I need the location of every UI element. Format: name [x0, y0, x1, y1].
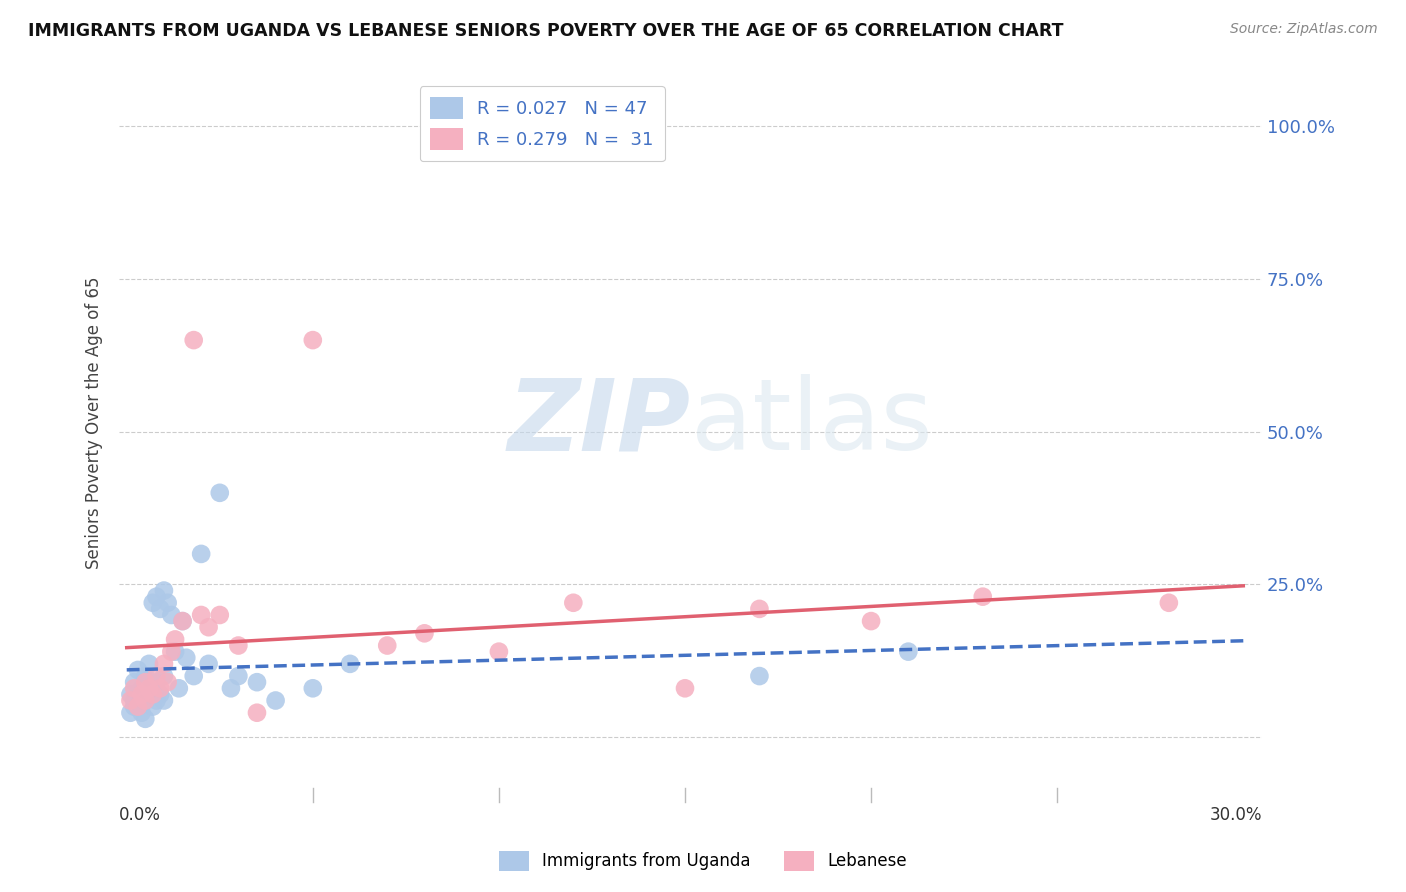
Point: [120, 687, 142, 701]
Point: [208, 607, 231, 622]
Point: [134, 693, 156, 707]
Point: [897, 645, 920, 659]
Point: [134, 693, 156, 707]
Point: [127, 699, 149, 714]
Point: [145, 590, 167, 604]
Point: [190, 607, 212, 622]
Point: [219, 681, 242, 696]
Point: [138, 675, 160, 690]
Point: [160, 645, 183, 659]
Point: [174, 650, 197, 665]
Point: [156, 675, 179, 690]
Point: [172, 614, 194, 628]
Point: [165, 645, 187, 659]
Point: [183, 669, 205, 683]
Point: [165, 632, 187, 647]
Point: [122, 693, 145, 707]
Point: [197, 620, 219, 634]
Point: [138, 657, 160, 671]
Point: [190, 547, 212, 561]
Point: [127, 687, 149, 701]
Point: [208, 485, 231, 500]
Point: [301, 681, 323, 696]
Point: [562, 596, 585, 610]
Point: [488, 645, 510, 659]
Point: [127, 699, 149, 714]
Legend: R = 0.027   N = 47, R = 0.279   N =  31: R = 0.027 N = 47, R = 0.279 N = 31: [419, 87, 665, 161]
Point: [172, 614, 194, 628]
Point: [156, 596, 179, 610]
Point: [246, 706, 269, 720]
Point: [748, 669, 770, 683]
Point: [149, 687, 172, 701]
Point: [673, 681, 696, 696]
Point: [1157, 596, 1180, 610]
Point: [972, 590, 994, 604]
Point: [120, 693, 142, 707]
Point: [339, 657, 361, 671]
Text: 0.0%: 0.0%: [120, 805, 162, 823]
Point: [142, 687, 165, 701]
Point: [131, 693, 153, 707]
Point: [167, 681, 190, 696]
Point: [134, 669, 156, 683]
Text: 30.0%: 30.0%: [1209, 805, 1263, 823]
Point: [264, 693, 287, 707]
Text: IMMIGRANTS FROM UGANDA VS LEBANESE SENIORS POVERTY OVER THE AGE OF 65 CORRELATIO: IMMIGRANTS FROM UGANDA VS LEBANESE SENIO…: [28, 22, 1063, 40]
Point: [228, 639, 250, 653]
Point: [131, 706, 153, 720]
Point: [153, 583, 176, 598]
Point: [153, 669, 176, 683]
Point: [138, 687, 160, 701]
Point: [127, 663, 149, 677]
Point: [134, 712, 156, 726]
Point: [413, 626, 436, 640]
Y-axis label: Seniors Poverty Over the Age of 65: Seniors Poverty Over the Age of 65: [86, 277, 103, 569]
Point: [122, 699, 145, 714]
Point: [122, 675, 145, 690]
Point: [228, 669, 250, 683]
Point: [197, 657, 219, 671]
Point: [131, 687, 153, 701]
Point: [120, 706, 142, 720]
Point: [246, 675, 269, 690]
Point: [122, 681, 145, 696]
Point: [142, 596, 165, 610]
Point: [134, 681, 156, 696]
Text: ZIP: ZIP: [508, 374, 690, 471]
Point: [860, 614, 883, 628]
Point: [160, 607, 183, 622]
Text: Source: ZipAtlas.com: Source: ZipAtlas.com: [1230, 22, 1378, 37]
Point: [142, 681, 165, 696]
Point: [149, 681, 172, 696]
Point: [142, 699, 165, 714]
Point: [375, 639, 398, 653]
Point: [149, 602, 172, 616]
Point: [138, 681, 160, 696]
Point: [748, 602, 770, 616]
Point: [134, 675, 156, 690]
Point: [301, 333, 323, 347]
Text: atlas: atlas: [690, 374, 932, 471]
Point: [183, 333, 205, 347]
Point: [153, 693, 176, 707]
Point: [131, 681, 153, 696]
Legend: Immigrants from Uganda, Lebanese: Immigrants from Uganda, Lebanese: [491, 842, 915, 880]
Point: [145, 693, 167, 707]
Point: [153, 657, 176, 671]
Point: [145, 669, 167, 683]
Point: [145, 675, 167, 690]
